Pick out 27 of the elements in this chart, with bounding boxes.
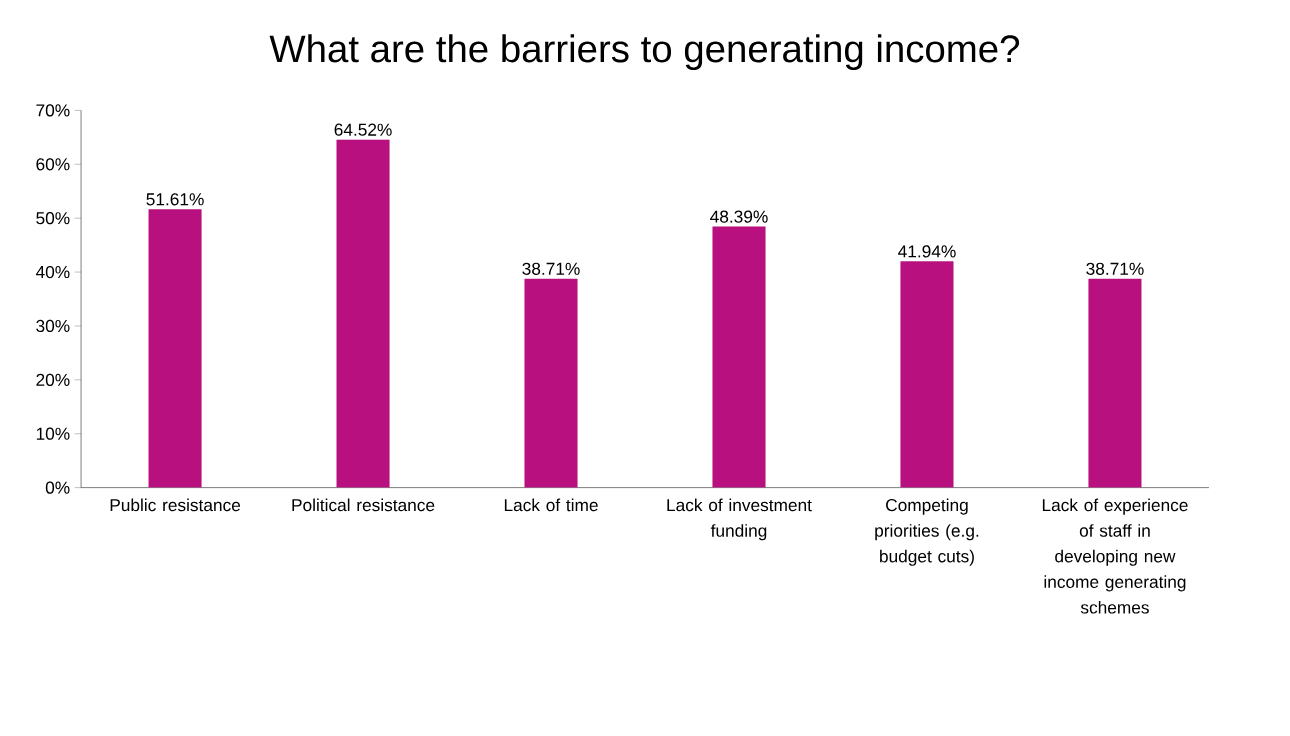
bar (1088, 278, 1142, 488)
y-tick-label: 50% (36, 211, 70, 225)
y-tick-label: 20% (36, 373, 70, 386)
data-label: 38.71% (522, 262, 580, 275)
bar (712, 226, 766, 488)
y-tick-label: 60% (36, 158, 70, 171)
bar (524, 278, 578, 488)
x-tick-label: Lack of experience of staff in developing new income generating schemes (1042, 498, 1188, 614)
x-tick-label: Lack of time (504, 498, 598, 512)
data-label: 51.61% (146, 193, 204, 206)
y-tick-label: 0% (45, 481, 70, 494)
data-label: 64.52% (334, 123, 392, 136)
y-tick-label: 70% (36, 104, 70, 117)
data-label: 38.71% (1086, 262, 1144, 275)
x-tick-label: Political resistance (292, 498, 435, 512)
bar (336, 139, 390, 488)
y-tick-label: 40% (35, 265, 70, 279)
x-tick-label: Lack of investment funding (667, 498, 812, 541)
data-label: 41.94% (898, 245, 956, 258)
x-tick-label: Competing priorities (e.g. budget cuts) (875, 498, 979, 566)
x-tick-label: Public resistance (110, 498, 241, 512)
y-tick-label: 30% (36, 319, 70, 332)
bar (900, 261, 954, 488)
y-tick-label: 10% (36, 427, 70, 440)
bar (148, 209, 202, 488)
chart-title: What are the barriers to generating income? (269, 34, 1020, 70)
data-label: 48.39% (710, 210, 768, 223)
